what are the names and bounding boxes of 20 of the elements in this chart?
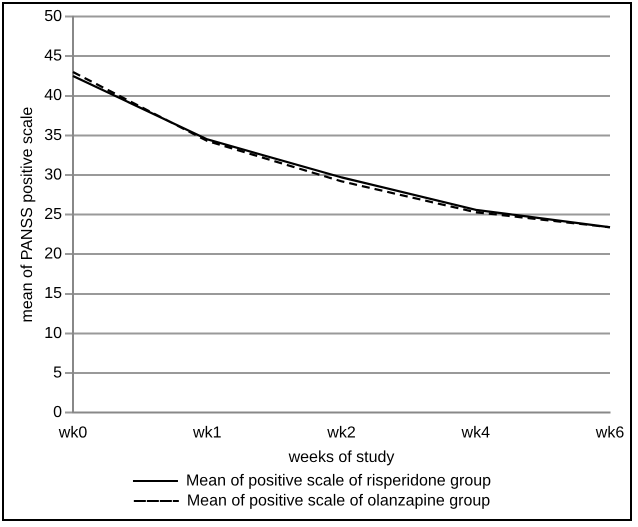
- x-tick-label: wk0: [58, 424, 88, 442]
- x-tick-label: wk2: [326, 424, 356, 442]
- y-tick-label: 15: [44, 285, 62, 302]
- y-tick-label: 5: [53, 364, 62, 382]
- y-tick-label: 40: [44, 87, 62, 104]
- y-tick-label: 20: [44, 246, 62, 263]
- y-tick-label: 45: [44, 48, 62, 65]
- legend-label: Mean of positive scale of olanzapine group: [186, 492, 490, 510]
- y-tick-label: 25: [44, 206, 62, 224]
- y-tick-label: 35: [44, 126, 62, 144]
- y-axis-title: mean of PANSS positive scale: [19, 106, 36, 323]
- y-tick-label: 10: [44, 324, 62, 342]
- x-tick-label: wk6: [594, 424, 624, 442]
- legend-label: Mean of positive scale of risperidone group: [186, 472, 492, 490]
- x-tick-label: wk1: [192, 424, 222, 442]
- y-tick-label: 50: [44, 8, 62, 26]
- y-tick-label: 30: [44, 166, 62, 184]
- x-axis-title: weeks of study: [288, 448, 394, 466]
- y-tick-label: 0: [53, 404, 62, 422]
- x-tick-label: wk4: [460, 424, 490, 442]
